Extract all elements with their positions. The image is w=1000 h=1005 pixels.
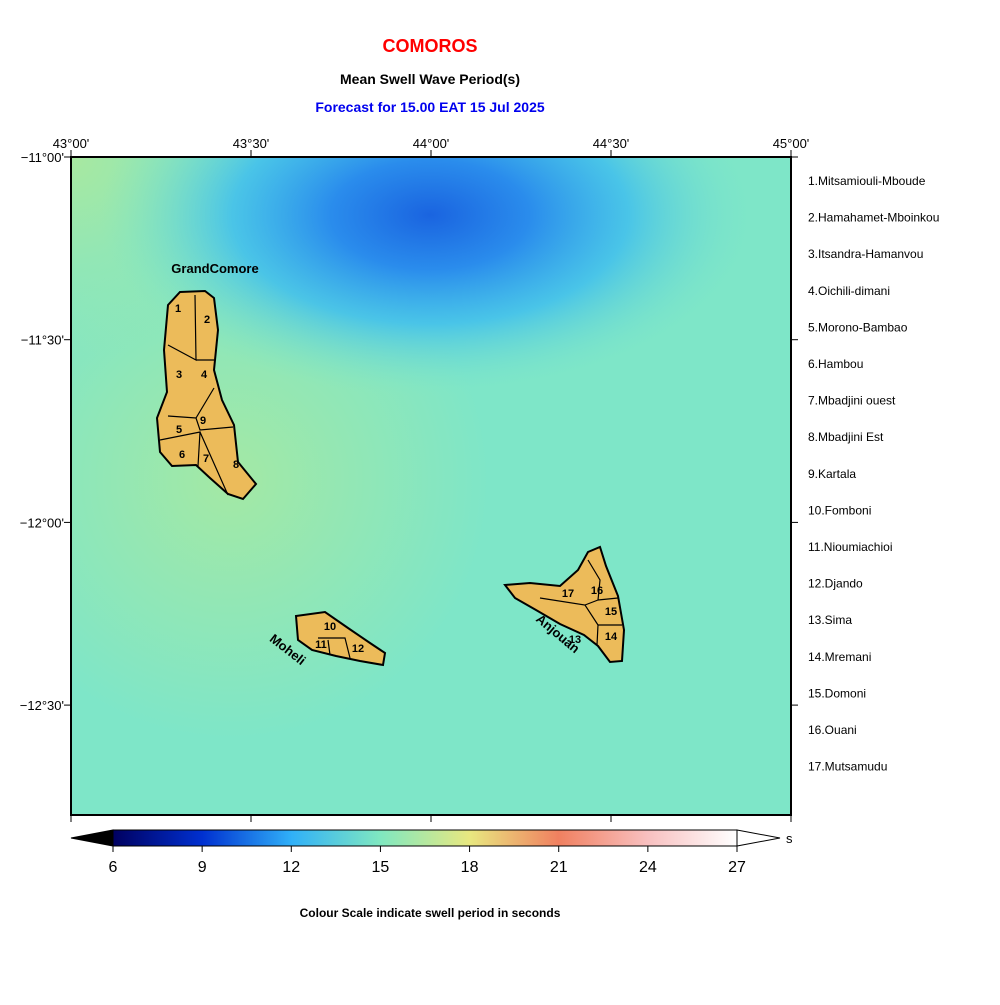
legend-entry: 11.Nioumiachioi	[808, 540, 893, 554]
lon-label: 43°30'	[233, 136, 270, 151]
legend-entry: 5.Morono-Bambao	[808, 320, 908, 334]
lat-label: −11°30'	[21, 333, 64, 348]
legend-entry: 3.Itsandra-Hamanvou	[808, 247, 923, 261]
legend-entry: 8.Mbadjini Est	[808, 430, 884, 444]
grand-comore	[155, 289, 258, 501]
colorbar-label: 9	[198, 859, 207, 876]
district-label: 8	[233, 459, 239, 471]
district-label: 5	[176, 424, 182, 436]
legend-entry: 2.Hamahamet-Mboinkou	[808, 211, 939, 225]
lat-label: −12°30'	[20, 698, 64, 713]
district-label: 12	[352, 643, 364, 655]
legend-entry: 17.Mutsamudu	[808, 760, 887, 774]
legend-entry: 9.Kartala	[808, 467, 856, 481]
legend-entry: 10.Fomboni	[808, 503, 871, 517]
colorbar-label: 6	[109, 859, 118, 876]
district-label: 17	[562, 588, 574, 600]
legend-entry: 12.Djando	[808, 577, 863, 591]
legend-entry: 14.Mremani	[808, 650, 871, 664]
district-label: 2	[204, 314, 210, 326]
colorbar-label: 12	[282, 859, 300, 876]
legend-entry: 1.Mitsamiouli-Mboude	[808, 174, 926, 188]
lat-label: −12°00'	[20, 515, 64, 530]
colorbar-high	[736, 829, 781, 847]
district-label: 9	[200, 415, 206, 427]
lon-label: 44°30'	[593, 136, 630, 151]
district-label: 16	[591, 585, 603, 597]
forecast-time: Forecast for 15.00 EAT 15 Jul 2025	[315, 99, 545, 115]
colorbar-label: 21	[550, 859, 568, 876]
district-label: 15	[605, 606, 617, 618]
colorbar-caption: Colour Scale indicate swell period in se…	[300, 906, 561, 920]
colorbar-low	[70, 829, 114, 847]
lon-label: 45°00'	[773, 136, 810, 151]
legend-entry: 7.Mbadjini ouest	[808, 394, 896, 408]
swell-field	[71, 157, 791, 815]
district-label: 7	[203, 453, 209, 465]
colorbar	[112, 829, 738, 847]
lat-label: −11°00'	[21, 150, 64, 165]
legend-entry: 13.Sima	[808, 613, 852, 627]
legend-entry: 15.Domoni	[808, 686, 866, 700]
lon-label: 44°00'	[413, 136, 450, 151]
lon-label: 43°00'	[53, 136, 90, 151]
legend-entry: 6.Hambou	[808, 357, 863, 371]
colorbar-label: 27	[728, 859, 746, 876]
district-label: 10	[324, 621, 336, 633]
district-label: 4	[201, 369, 208, 381]
district-label: 11	[315, 639, 327, 651]
country-title: COMOROS	[382, 36, 477, 56]
legend-entry: 4.Oichili-dimani	[808, 284, 890, 298]
colorbar-label: 24	[639, 859, 657, 876]
district-label: 1	[175, 303, 181, 315]
district-label: 13	[569, 634, 581, 646]
island-label: GrandComore	[171, 261, 258, 276]
district-label: 3	[176, 369, 182, 381]
district-label: 6	[179, 449, 185, 461]
colorbar-label: 18	[461, 859, 479, 876]
colorbar-label: 15	[372, 859, 390, 876]
islands	[155, 289, 626, 667]
map-title: Mean Swell Wave Period(s)	[340, 71, 520, 87]
anjouan	[503, 545, 626, 664]
legend-entry: 16.Ouani	[808, 723, 857, 737]
district-label: 14	[605, 631, 618, 643]
colorbar-unit: s	[786, 831, 793, 846]
